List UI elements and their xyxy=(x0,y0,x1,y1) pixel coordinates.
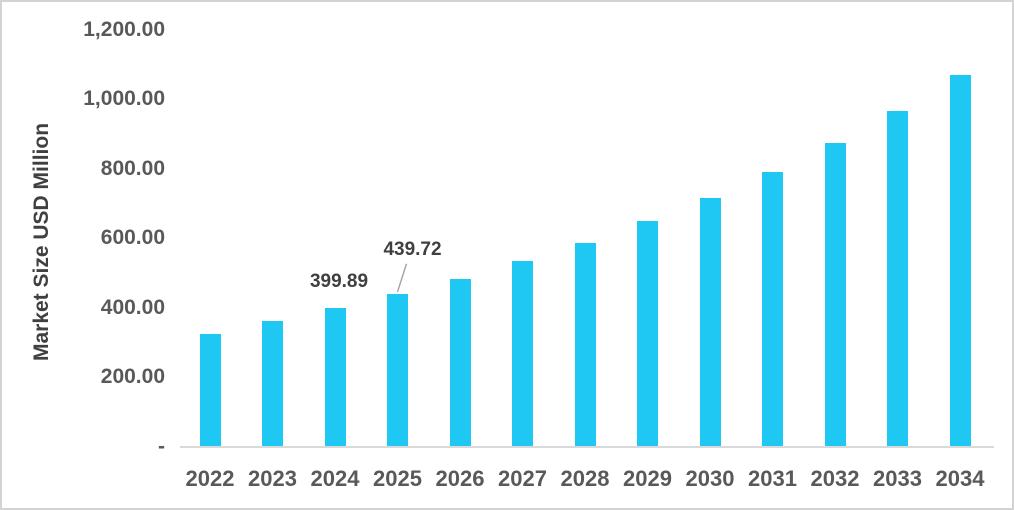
bar-2031 xyxy=(762,171,783,447)
y-tick-1200: 1,200.00 xyxy=(83,17,165,41)
x-tick-2031: 2031 xyxy=(748,466,797,491)
x-tick-2030: 2030 xyxy=(685,466,735,491)
bar-2022 xyxy=(199,333,221,447)
y-tick-800: 800.00 xyxy=(100,156,165,180)
x-tick-2026: 2026 xyxy=(435,466,485,491)
x-tick-2032: 2032 xyxy=(810,466,860,491)
x-tick-2033: 2033 xyxy=(873,466,922,491)
y-tick-200: 200.00 xyxy=(100,365,165,389)
x-tick-2022: 2022 xyxy=(185,466,235,491)
x-axis-line xyxy=(180,446,994,448)
y-tick-0: - xyxy=(158,434,165,458)
y-tick-400: 400.00 xyxy=(100,295,165,319)
bar-2028 xyxy=(574,242,596,447)
bar-2023 xyxy=(262,321,283,447)
bar-2034 xyxy=(949,75,971,447)
y-tick-1000: 1,000.00 xyxy=(83,87,165,111)
x-tick-2025: 2025 xyxy=(373,466,422,491)
bar-2024 xyxy=(324,307,346,447)
y-tick-600: 600.00 xyxy=(100,226,165,250)
bar-2032 xyxy=(824,142,846,447)
data-label-2025: 439.72 xyxy=(383,238,442,260)
data-label-2024: 399.89 xyxy=(309,270,369,292)
leader-line-2025 xyxy=(396,263,408,293)
bar-2027 xyxy=(512,261,533,447)
bar-2030 xyxy=(699,197,721,447)
x-tick-2023: 2023 xyxy=(248,466,297,491)
x-tick-2029: 2029 xyxy=(623,466,672,491)
bar-2033 xyxy=(887,111,908,447)
x-tick-2024: 2024 xyxy=(310,466,360,491)
x-tick-2027: 2027 xyxy=(498,466,547,491)
x-tick-2028: 2028 xyxy=(560,466,610,491)
bar-2025 xyxy=(387,293,408,447)
bar-2029 xyxy=(637,221,658,447)
bar-2026 xyxy=(449,278,471,447)
x-tick-2034: 2034 xyxy=(935,466,985,491)
